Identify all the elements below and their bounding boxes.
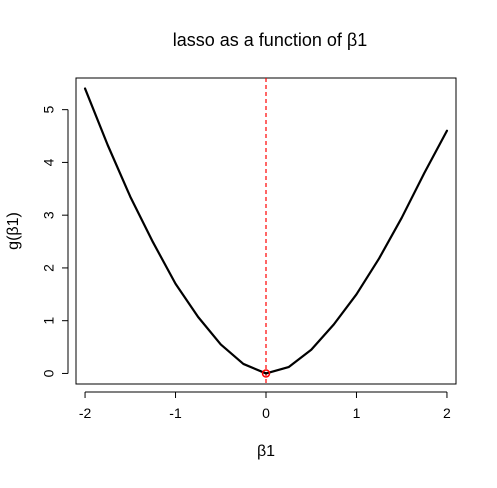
y-tick-label: 3 [41,211,57,219]
x-tick-label: 2 [443,405,451,421]
y-tick-label: 2 [41,264,57,272]
y-tick-label: 4 [41,158,57,166]
series-line-1 [83,87,449,375]
x-tick-label: -1 [169,405,182,421]
minimum-point-marker [261,369,271,378]
y-axis: 0 1 2 3 4 5 [41,106,69,377]
x-tick-label: 0 [262,405,270,421]
marker-layer [261,369,271,378]
chart-title: lasso as a function of β1 [173,30,367,50]
series-layer [83,87,449,375]
x-axis-label: β1 [257,443,275,460]
y-tick-label: 0 [41,369,57,377]
y-axis-label: g(β1) [5,212,22,250]
y-tick-label: 1 [41,317,57,325]
y-tick-label: 5 [41,106,57,114]
x-tick-label: 1 [353,405,361,421]
x-axis: -2 -1 0 1 2 [79,391,451,421]
x-tick-label: -2 [79,405,92,421]
